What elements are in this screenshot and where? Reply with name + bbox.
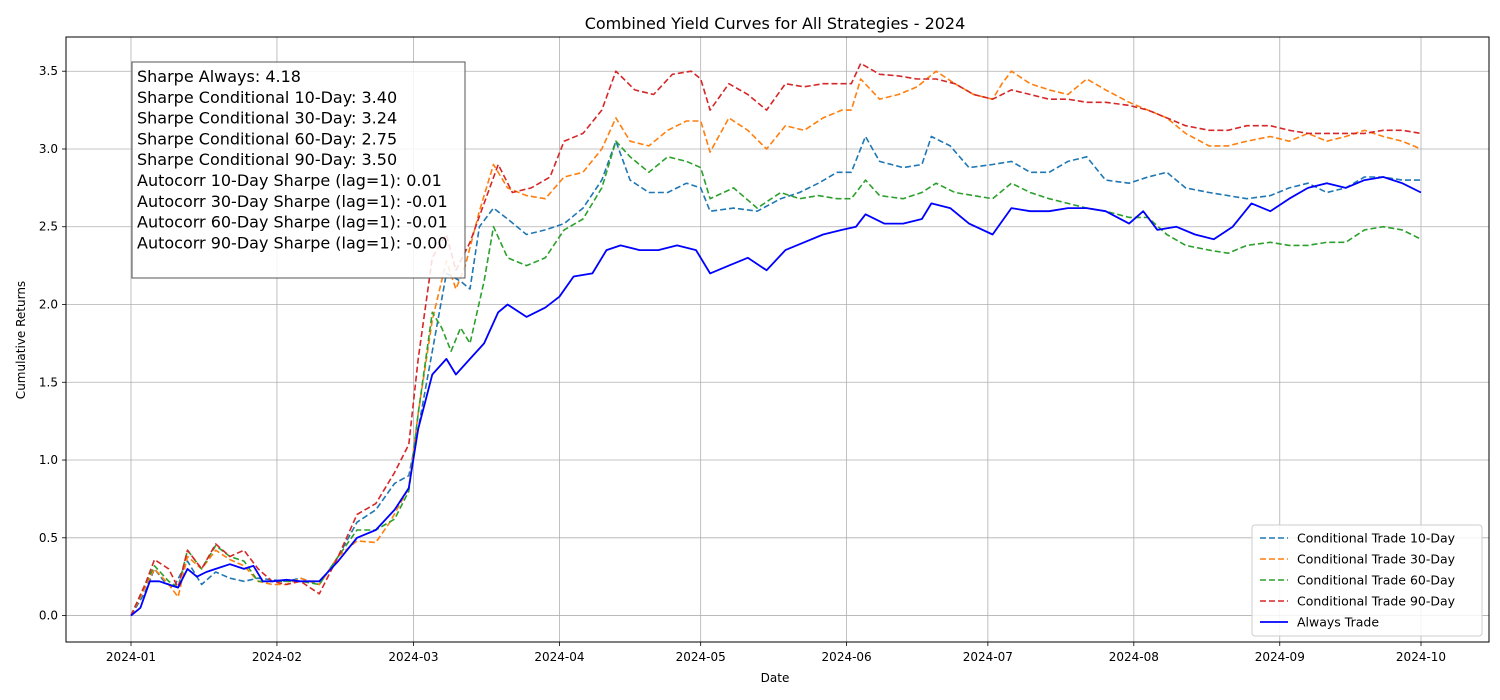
axis-ticks: 2024-01 2024-02 2024-03 2024-04 2024-05 2024-… — [39, 64, 1446, 664]
series-line-always-trade — [130, 176, 1422, 617]
legend-label: Conditional Trade 60-Day — [1297, 573, 1456, 588]
x-tick-label: 2024-05 — [676, 650, 726, 664]
legend-label: Conditional Trade 90-Day — [1297, 594, 1456, 609]
stats-line: Autocorr 30-Day Sharpe (lag=1): -0.01 — [137, 192, 448, 211]
y-tick-label: 3.0 — [39, 142, 58, 156]
stats-line: Sharpe Always: 4.18 — [137, 67, 301, 86]
y-tick-label: 1.0 — [39, 453, 58, 467]
x-tick-label: 2024-07 — [963, 650, 1013, 664]
x-axis-label: Date — [761, 671, 790, 685]
plot-area — [65, 36, 1490, 643]
stats-line: Sharpe Conditional 10-Day: 3.40 — [137, 88, 397, 107]
chart-title: Combined Yield Curves for All Strategies… — [585, 14, 966, 33]
y-tick-label: 2.0 — [39, 298, 58, 312]
stats-box-frame — [131, 61, 466, 279]
x-tick-label: 2024-09 — [1255, 650, 1305, 664]
legend-label: Conditional Trade 10-Day — [1297, 531, 1456, 546]
y-tick-label: 2.5 — [39, 220, 58, 234]
y-tick-label: 3.5 — [39, 64, 58, 78]
x-tick-label: 2024-04 — [534, 650, 584, 664]
stats-line: Autocorr 90-Day Sharpe (lag=1): -0.00 — [137, 233, 448, 252]
stats-line: Sharpe Conditional 30-Day: 3.24 — [137, 109, 397, 128]
series-line-conditional-trade-10-day — [130, 135, 1421, 617]
stats-line: Autocorr 60-Day Sharpe (lag=1): -0.01 — [137, 213, 448, 232]
y-tick-label: 0.5 — [39, 531, 58, 545]
x-tick-label: 2024-10 — [1396, 650, 1446, 664]
x-tick-label: 2024-08 — [1109, 650, 1159, 664]
legend-label: Conditional Trade 30-Day — [1297, 552, 1456, 567]
legend-label: Always Trade — [1297, 615, 1379, 630]
y-tick-label: 1.5 — [39, 375, 58, 389]
series-line-conditional-trade-30-day — [130, 70, 1422, 616]
series-lines — [130, 62, 1422, 617]
x-tick-label: 2024-03 — [388, 650, 438, 664]
x-tick-label: 2024-02 — [252, 650, 302, 664]
x-tick-label: 2024-06 — [822, 650, 872, 664]
x-tick-label: 2024-01 — [106, 650, 156, 664]
legend: Conditional Trade 10-Day Conditional Trad… — [1251, 524, 1483, 637]
stats-line: Sharpe Conditional 60-Day: 2.75 — [137, 129, 397, 148]
stats-annotation-box: Sharpe Always: 4.18 Sharpe Conditional 10… — [131, 61, 466, 279]
stats-line: Autocorr 10-Day Sharpe (lag=1): 0.01 — [137, 171, 442, 190]
legend-frame — [1251, 524, 1483, 637]
y-tick-label: 0.0 — [39, 609, 58, 623]
stats-line: Sharpe Conditional 90-Day: 3.50 — [137, 150, 397, 169]
y-axis-label: Cumulative Returns — [14, 281, 28, 399]
